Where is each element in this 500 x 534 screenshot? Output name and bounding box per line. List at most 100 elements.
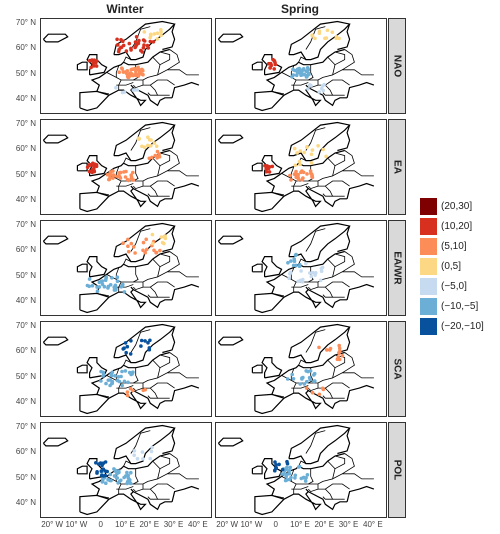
longitude-tick-label: 20° E: [314, 520, 335, 529]
country-border: [115, 368, 120, 381]
country-border: [305, 329, 326, 353]
coastline: [118, 286, 147, 309]
station-point: [99, 379, 103, 383]
coastline: [108, 190, 119, 197]
station-point: [274, 463, 278, 467]
station-point: [287, 477, 292, 482]
country-border: [298, 258, 307, 265]
coastline: [86, 356, 108, 379]
station-point: [126, 178, 131, 183]
station-point: [302, 382, 307, 386]
country-border: [298, 460, 307, 467]
legend-swatch: [420, 317, 437, 335]
country-border: [157, 170, 199, 177]
station-point: [287, 468, 292, 473]
station-point: [121, 347, 125, 351]
country-border: [308, 157, 336, 182]
coastline: [308, 390, 348, 410]
legend-label: (20,30]: [441, 200, 473, 212]
coastline: [76, 61, 88, 71]
country-border: [298, 359, 307, 366]
station-point: [337, 346, 342, 351]
country-border: [133, 258, 161, 283]
coastline: [162, 326, 176, 354]
station-point: [311, 270, 315, 275]
coastline: [217, 33, 244, 43]
country-border: [342, 49, 355, 71]
station-point: [298, 382, 302, 386]
station-point: [321, 147, 325, 152]
column-title-winter: Winter: [106, 2, 144, 16]
station-point: [116, 43, 120, 47]
coastline: [86, 255, 108, 278]
country-border: [142, 180, 175, 187]
country-border: [322, 185, 334, 197]
latitude-tick-label: 50° N: [15, 169, 36, 179]
country-border: [96, 495, 110, 499]
longitude-tick-label: 40° E: [363, 520, 383, 529]
station-point: [157, 154, 162, 159]
station-point: [90, 59, 95, 64]
station-point: [124, 49, 129, 53]
europe-map: [42, 20, 200, 112]
legend-swatch: [420, 217, 437, 235]
station-point: [337, 343, 341, 348]
station-point: [110, 370, 115, 375]
coastline: [293, 387, 322, 410]
coastline: [133, 87, 173, 107]
station-point: [95, 285, 99, 289]
station-point: [115, 275, 120, 279]
latitude-tick-label: 70° N: [15, 422, 36, 432]
coastline: [346, 283, 375, 300]
coastline: [217, 437, 244, 447]
station-point: [135, 456, 140, 461]
coastline: [133, 390, 173, 410]
europe-map: [217, 323, 375, 415]
station-point: [126, 380, 130, 385]
country-border: [123, 460, 132, 467]
station-point: [133, 40, 138, 44]
coastline: [162, 124, 176, 152]
country-border: [305, 127, 326, 151]
station-point: [264, 169, 269, 174]
coastline: [76, 364, 88, 374]
station-point: [159, 235, 164, 239]
row-strip-nao: NAO: [388, 18, 406, 114]
station-point: [134, 35, 139, 39]
station-point: [126, 237, 130, 242]
station-point: [146, 143, 150, 148]
station-point: [108, 173, 112, 178]
coastline: [162, 427, 176, 455]
station-point: [337, 36, 341, 41]
country-border: [147, 387, 159, 399]
country-border: [271, 293, 285, 297]
station-point: [129, 175, 134, 180]
station-point: [308, 169, 313, 173]
station-point: [305, 379, 309, 384]
station-point: [148, 456, 152, 461]
latitude-tick-label: 70° N: [15, 119, 36, 129]
station-point: [273, 460, 277, 464]
station-point: [340, 354, 345, 358]
country-border: [322, 286, 334, 298]
station-point: [312, 373, 316, 377]
station-point: [317, 31, 322, 35]
country-border: [167, 453, 180, 475]
coastline: [308, 188, 348, 208]
station-point: [283, 478, 288, 483]
station-point: [272, 59, 277, 63]
station-point: [150, 241, 155, 246]
map-panel-nao-spring: [215, 18, 387, 114]
country-border: [334, 253, 346, 268]
station-point: [108, 283, 113, 287]
station-point: [297, 159, 302, 164]
coastline: [308, 491, 348, 511]
country-border: [123, 258, 132, 265]
station-point: [290, 75, 294, 79]
station-point: [298, 263, 302, 267]
station-point: [300, 169, 304, 173]
station-point: [274, 465, 278, 470]
legend-item: (−5,0]: [420, 276, 484, 296]
station-point: [87, 277, 92, 281]
station-point: [104, 481, 108, 485]
